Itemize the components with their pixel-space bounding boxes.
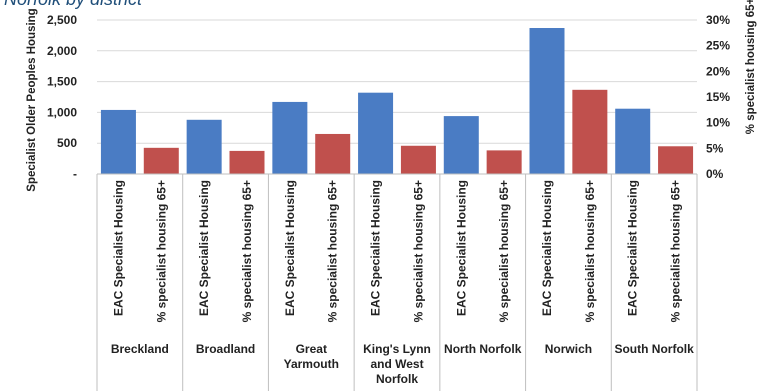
bar-eac-1: [186, 119, 222, 174]
bar-pct-4: [486, 150, 522, 174]
chart-title: Norfolk by district: [4, 0, 143, 9]
bar-eac-2: [272, 101, 308, 174]
right-tick-label: 30%: [706, 13, 730, 27]
group-label: Norwich: [545, 342, 592, 356]
category-label: % specialist housing 65+: [497, 180, 511, 322]
bar-eac-4: [443, 116, 479, 174]
left-tick-label: 1,500: [47, 75, 77, 89]
bar-eac-3: [358, 92, 394, 174]
category-label: EAC Specialist Housing: [626, 180, 640, 316]
left-tick-label: 500: [57, 136, 77, 150]
bar-pct-0: [143, 147, 179, 174]
category-label: % specialist housing 65+: [669, 180, 683, 322]
category-label: EAC Specialist Housing: [369, 180, 383, 316]
right-axis-title: % specialist housing 65+: [745, 0, 757, 134]
left-axis-ticks: - 500 1,000 1,500 2,000 2,500: [47, 13, 77, 181]
bar-pct-3: [400, 145, 436, 174]
bar-pct-6: [658, 146, 694, 174]
group-label: North Norfolk: [444, 342, 522, 356]
category-label: EAC Specialist Housing: [111, 180, 125, 316]
right-tick-label: 25%: [706, 39, 730, 53]
bar-eac-6: [615, 108, 651, 174]
left-axis-title: Specialist Older Peoples Housing: [26, 8, 38, 191]
group-label: Breckland: [111, 342, 169, 356]
bar-eac-5: [529, 28, 565, 175]
bar-pct-5: [572, 89, 608, 174]
left-tick-label: 2,500: [47, 13, 77, 27]
right-tick-label: 20%: [706, 64, 730, 78]
group-label: Great Yarmouth: [284, 342, 339, 371]
right-tick-label: 0%: [706, 167, 724, 181]
category-label: % specialist housing 65+: [583, 180, 597, 322]
group-labels: Breckland Broadland Great Yarmouth King's Ly…: [111, 342, 694, 386]
category-labels: EAC Specialist Housing % specialist housi…: [111, 180, 682, 322]
group-label: Broadland: [196, 342, 255, 356]
right-tick-label: 5%: [706, 141, 724, 155]
left-tick-label: 1,000: [47, 105, 77, 119]
bar-pct-1: [229, 150, 265, 174]
category-label: % specialist housing 65+: [326, 180, 340, 322]
right-axis-ticks: 0% 5% 10% 15% 20% 25% 30%: [706, 13, 730, 181]
category-label: % specialist housing 65+: [154, 180, 168, 322]
category-label: % specialist housing 65+: [240, 180, 254, 322]
bar-eac-0: [100, 109, 136, 174]
category-label: EAC Specialist Housing: [540, 180, 554, 316]
right-tick-label: 10%: [706, 116, 730, 130]
left-tick-label: -: [73, 167, 77, 181]
bar-pct-2: [315, 133, 351, 174]
category-frame: [96, 173, 698, 391]
left-tick-label: 2,000: [47, 44, 77, 58]
category-label: EAC Specialist Housing: [197, 180, 211, 316]
group-label: South Norfolk: [614, 342, 694, 356]
category-label: EAC Specialist Housing: [454, 180, 468, 316]
category-label: % specialist housing 65+: [411, 180, 425, 322]
category-label: EAC Specialist Housing: [283, 180, 297, 316]
bars: [100, 28, 694, 175]
right-tick-label: 15%: [706, 90, 730, 104]
group-label: King's Lynn and West Norfolk: [363, 342, 431, 386]
